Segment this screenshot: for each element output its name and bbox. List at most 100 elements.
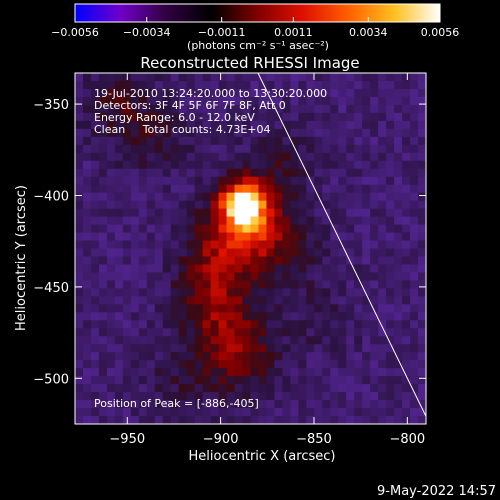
heatmap-cell (242, 232, 252, 242)
heatmap-cell (394, 416, 403, 424)
heatmap-cell (314, 344, 323, 353)
heatmap-cell (194, 256, 204, 266)
heatmap-cell (386, 224, 395, 234)
heatmap-cell (418, 256, 426, 266)
heatmap-cell (194, 80, 204, 90)
heatmap-cell (402, 312, 411, 321)
heatmap-cell (226, 104, 236, 114)
heatmap-cell (82, 73, 92, 82)
heatmap-cell (194, 312, 204, 321)
heatmap-cell (394, 272, 403, 282)
heatmap-cell (274, 128, 284, 138)
heatmap-cell (154, 400, 164, 409)
heatmap-cell (378, 272, 387, 282)
heatmap-cell (378, 144, 387, 154)
heatmap-cell (146, 400, 156, 409)
heatmap-cell (106, 128, 116, 138)
heatmap-cell (266, 240, 276, 250)
heatmap-cell (322, 408, 331, 417)
heatmap-cell (354, 352, 363, 361)
heatmap-cell (306, 200, 315, 210)
heatmap-cell (90, 128, 100, 138)
heatmap-cell (90, 264, 100, 274)
heatmap-cell (138, 304, 148, 313)
heatmap-cell (234, 368, 244, 377)
heatmap-cell (314, 400, 323, 409)
heatmap-cell (402, 296, 411, 305)
heatmap-cell (170, 120, 180, 130)
heatmap-cell (178, 360, 188, 369)
heatmap-cell (314, 392, 323, 401)
heatmap-cell (75, 400, 84, 409)
heatmap-cell (186, 232, 196, 242)
heatmap-cell (370, 272, 379, 282)
heatmap-cell (186, 192, 196, 202)
heatmap-cell (306, 408, 315, 417)
heatmap-cell (234, 160, 244, 170)
heatmap-cell (362, 312, 371, 321)
heatmap-cell (178, 216, 188, 226)
heatmap-cell (322, 296, 331, 305)
heatmap-cell (234, 112, 244, 122)
heatmap-cell (186, 344, 196, 353)
heatmap-cell (370, 304, 379, 313)
heatmap-cell (378, 216, 387, 226)
heatmap-cell (242, 416, 252, 424)
heatmap-cell (298, 240, 307, 250)
heatmap-cell (90, 280, 100, 289)
heatmap-cell (282, 168, 291, 178)
heatmap-cell (194, 416, 204, 424)
heatmap-cell (306, 112, 315, 122)
heatmap-cell (178, 232, 188, 242)
heatmap-cell (378, 320, 387, 329)
heatmap-cell (266, 200, 276, 210)
heatmap-cell (98, 152, 108, 162)
heatmap-cell (306, 136, 315, 146)
heatmap-cell (186, 320, 196, 329)
heatmap-cell (370, 352, 379, 361)
heatmap-cell (130, 320, 140, 329)
heatmap-cell (322, 88, 331, 98)
heatmap-cell (282, 208, 291, 218)
heatmap-cell (90, 216, 100, 226)
heatmap-cell (298, 136, 307, 146)
heatmap-cell (274, 240, 284, 250)
heatmap-cell (234, 304, 244, 313)
heatmap-cell (178, 104, 188, 114)
heatmap-cell (346, 288, 355, 297)
heatmap-cell (362, 168, 371, 178)
heatmap-cell (170, 392, 180, 401)
heatmap-cell (250, 128, 260, 138)
heatmap-cell (138, 128, 148, 138)
heatmap-cell (386, 280, 395, 289)
heatmap-cell (386, 80, 395, 90)
heatmap-cell (330, 152, 339, 162)
heatmap-cell (210, 400, 220, 409)
heatmap-cell (75, 80, 84, 90)
heatmap-cell (290, 360, 299, 369)
heatmap-cell (410, 240, 419, 250)
heatmap-cell (162, 176, 172, 186)
heatmap-cell (402, 112, 411, 122)
heatmap-cell (282, 312, 291, 321)
heatmap-cell (306, 192, 315, 202)
heatmap-cell (194, 112, 204, 122)
heatmap-cell (410, 256, 419, 266)
heatmap-cell (226, 408, 236, 417)
heatmap-cell (298, 336, 307, 345)
heatmap-cell (186, 184, 196, 194)
heatmap-cell (162, 256, 172, 266)
heatmap-cell (210, 136, 220, 146)
heatmap-cell (90, 296, 100, 305)
heatmap-cell (234, 152, 244, 162)
heatmap-cell (418, 80, 426, 90)
heatmap-cell (162, 392, 172, 401)
peak-position-label: Position of Peak = [-886,-405] (94, 397, 259, 410)
heatmap-cell (202, 88, 212, 98)
heatmap-cell (330, 104, 339, 114)
heatmap-cell (362, 384, 371, 393)
heatmap-cell (338, 88, 347, 98)
heatmap-cell (394, 96, 403, 106)
heatmap-cell (114, 400, 124, 409)
heatmap-cell (338, 208, 347, 218)
